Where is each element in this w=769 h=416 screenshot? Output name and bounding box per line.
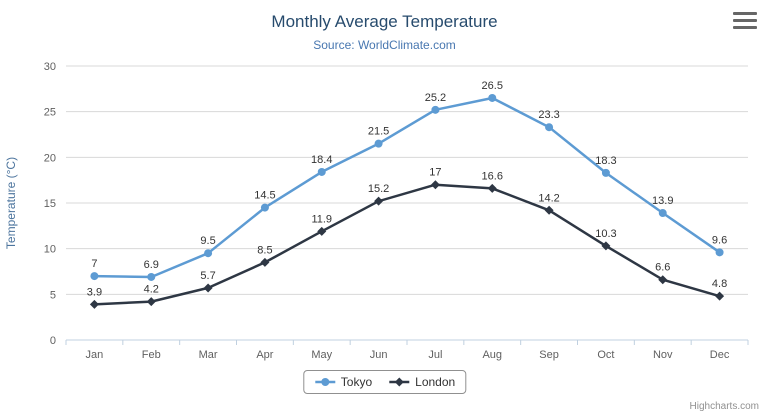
y-axis-title: Temperature (°C)	[4, 157, 18, 249]
data-label: 6.6	[655, 262, 670, 274]
data-label: 15.2	[368, 183, 389, 195]
series-point-london[interactable]	[317, 226, 327, 236]
series-point-tokyo[interactable]	[204, 249, 213, 258]
data-label: 11.9	[311, 213, 332, 225]
y-axis-tick-label: 25	[44, 107, 56, 119]
series-point-london[interactable]	[89, 299, 99, 309]
y-axis-tick-label: 15	[44, 198, 56, 210]
x-axis-tick-label: Jul	[428, 349, 442, 361]
data-label: 14.2	[538, 192, 559, 204]
x-axis-tick-label: Mar	[199, 349, 218, 361]
series-point-tokyo[interactable]	[260, 203, 269, 212]
series-point-london[interactable]	[601, 241, 611, 251]
data-label: 10.3	[595, 228, 616, 240]
x-axis-tick-label: Dec	[710, 349, 730, 361]
data-label: 13.9	[652, 195, 673, 207]
x-axis-tick-label: Aug	[482, 349, 502, 361]
data-label: 3.9	[87, 286, 102, 298]
data-label: 21.5	[368, 126, 389, 138]
series-point-london[interactable]	[260, 257, 270, 267]
data-label: 4.2	[144, 284, 159, 296]
y-axis-tick-label: 20	[44, 152, 56, 164]
x-axis-tick-label: Oct	[597, 349, 614, 361]
series-point-tokyo[interactable]	[545, 123, 554, 132]
credits-link[interactable]: Highcharts.com	[689, 401, 759, 412]
x-axis-tick-label: Nov	[653, 349, 673, 361]
data-label: 8.5	[257, 244, 272, 256]
series-point-tokyo[interactable]	[488, 93, 497, 102]
x-axis-tick-label: Jan	[86, 349, 104, 361]
legend-item-london[interactable]: London	[388, 375, 455, 389]
legend-label-tokyo: Tokyo	[340, 375, 373, 389]
series-point-london[interactable]	[487, 183, 497, 193]
series-line-london[interactable]	[93, 183, 721, 306]
data-label: 18.3	[595, 155, 616, 167]
series-point-tokyo[interactable]	[374, 139, 383, 148]
series-point-tokyo[interactable]	[90, 272, 99, 281]
x-axis-tick-label: May	[311, 349, 332, 361]
x-axis-tick-label: Jun	[370, 349, 388, 361]
y-axis-tick-label: 5	[50, 289, 56, 301]
series-point-tokyo[interactable]	[317, 167, 326, 176]
chart-title: Monthly Average Temperature	[271, 12, 498, 31]
data-label: 5.7	[200, 270, 215, 282]
series-point-london[interactable]	[658, 275, 668, 285]
data-label: 7	[91, 258, 97, 270]
series-point-london[interactable]	[430, 180, 440, 190]
series-point-tokyo[interactable]	[658, 209, 667, 218]
series-point-tokyo[interactable]	[715, 248, 724, 257]
series-point-london[interactable]	[203, 283, 213, 293]
y-axis-tick-label: 10	[44, 244, 56, 256]
legend-marker-london	[389, 377, 410, 387]
legend: Tokyo London	[302, 370, 467, 394]
legend-item-tokyo[interactable]: Tokyo	[314, 375, 372, 389]
export-menu-button[interactable]	[733, 12, 757, 29]
hamburger-icon	[733, 26, 757, 29]
data-label: 9.5	[200, 235, 215, 247]
data-label: 17	[429, 167, 441, 179]
series-point-london[interactable]	[715, 291, 725, 301]
chart-subtitle: Source: WorldClimate.com	[313, 38, 456, 52]
data-label: 4.8	[712, 278, 727, 290]
data-label: 9.6	[712, 234, 727, 246]
series-point-tokyo[interactable]	[601, 168, 610, 177]
data-label: 16.6	[482, 170, 503, 182]
series-line-tokyo[interactable]	[93, 96, 721, 279]
x-axis-tick-label: Feb	[142, 349, 161, 361]
data-label: 26.5	[482, 80, 503, 92]
series-point-london[interactable]	[146, 297, 156, 307]
data-label: 18.4	[311, 154, 332, 166]
data-label: 23.3	[538, 109, 559, 121]
series-point-tokyo[interactable]	[147, 272, 156, 281]
legend-marker-tokyo	[314, 378, 335, 386]
data-label: 14.5	[254, 190, 275, 202]
y-axis-tick-label: 0	[50, 335, 56, 347]
y-axis-tick-label: 30	[44, 61, 56, 73]
hamburger-icon	[733, 19, 757, 22]
hamburger-icon	[733, 12, 757, 15]
data-label: 25.2	[425, 92, 446, 104]
series-point-london[interactable]	[544, 205, 554, 215]
x-axis-tick-label: Sep	[539, 349, 559, 361]
data-label: 6.9	[144, 259, 159, 271]
legend-label-london: London	[415, 375, 456, 389]
series-point-london[interactable]	[374, 196, 384, 206]
series-point-tokyo[interactable]	[431, 105, 440, 114]
x-axis-tick-label: Apr	[256, 349, 273, 361]
